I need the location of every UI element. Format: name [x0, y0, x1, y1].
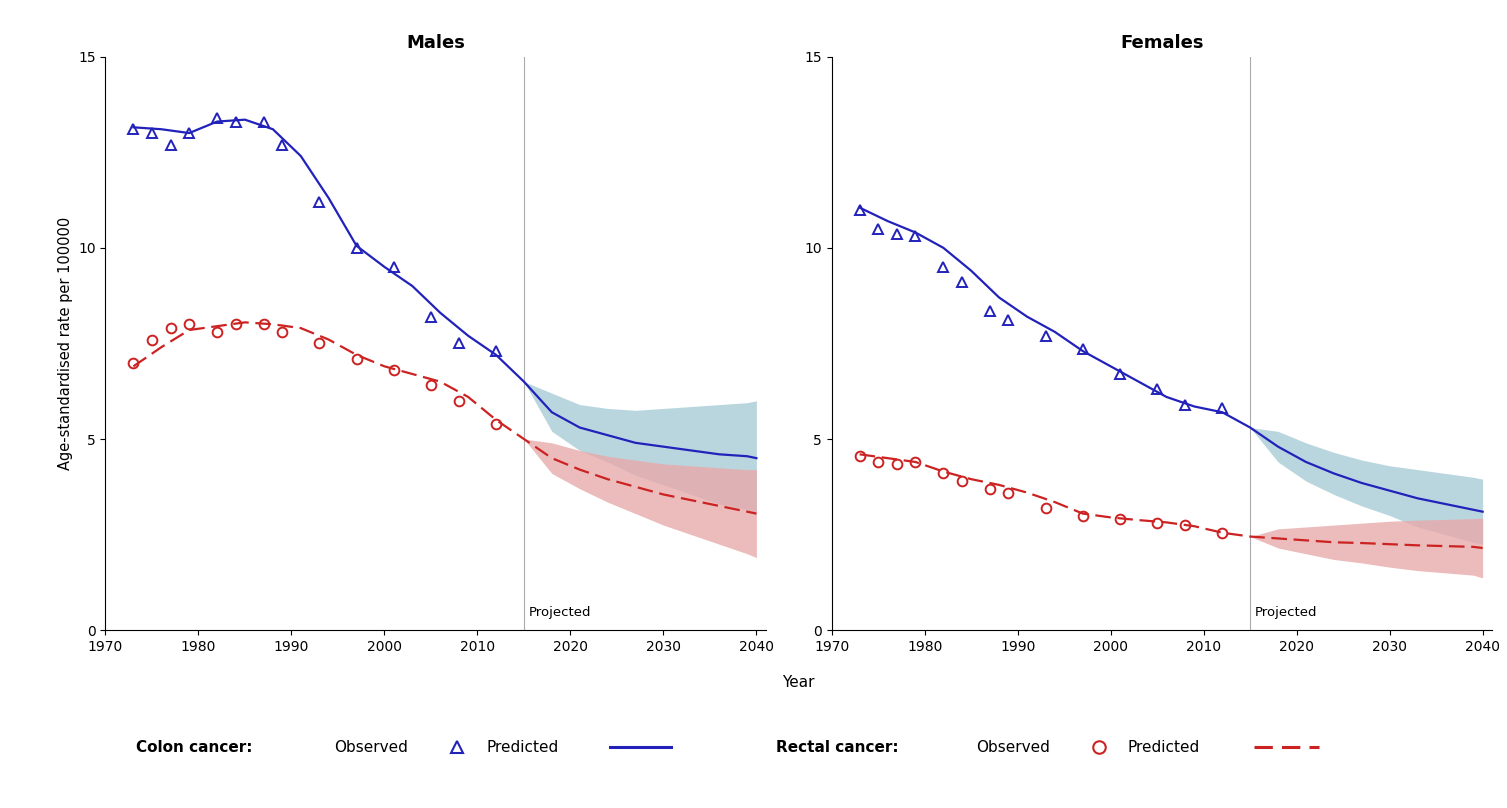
- Text: Observed: Observed: [335, 740, 408, 755]
- Text: Projected: Projected: [1255, 606, 1317, 619]
- Text: Rectal cancer:: Rectal cancer:: [776, 740, 898, 755]
- Text: Observed: Observed: [977, 740, 1050, 755]
- Text: Year: Year: [782, 675, 815, 690]
- Title: Males: Males: [407, 34, 466, 53]
- Text: Colon cancer:: Colon cancer:: [136, 740, 252, 755]
- Text: Predicted: Predicted: [1127, 740, 1200, 755]
- Title: Females: Females: [1120, 34, 1204, 53]
- Text: Projected: Projected: [529, 606, 591, 619]
- Text: Predicted: Predicted: [487, 740, 559, 755]
- Y-axis label: Age-standardised rate per 100000: Age-standardised rate per 100000: [57, 217, 72, 470]
